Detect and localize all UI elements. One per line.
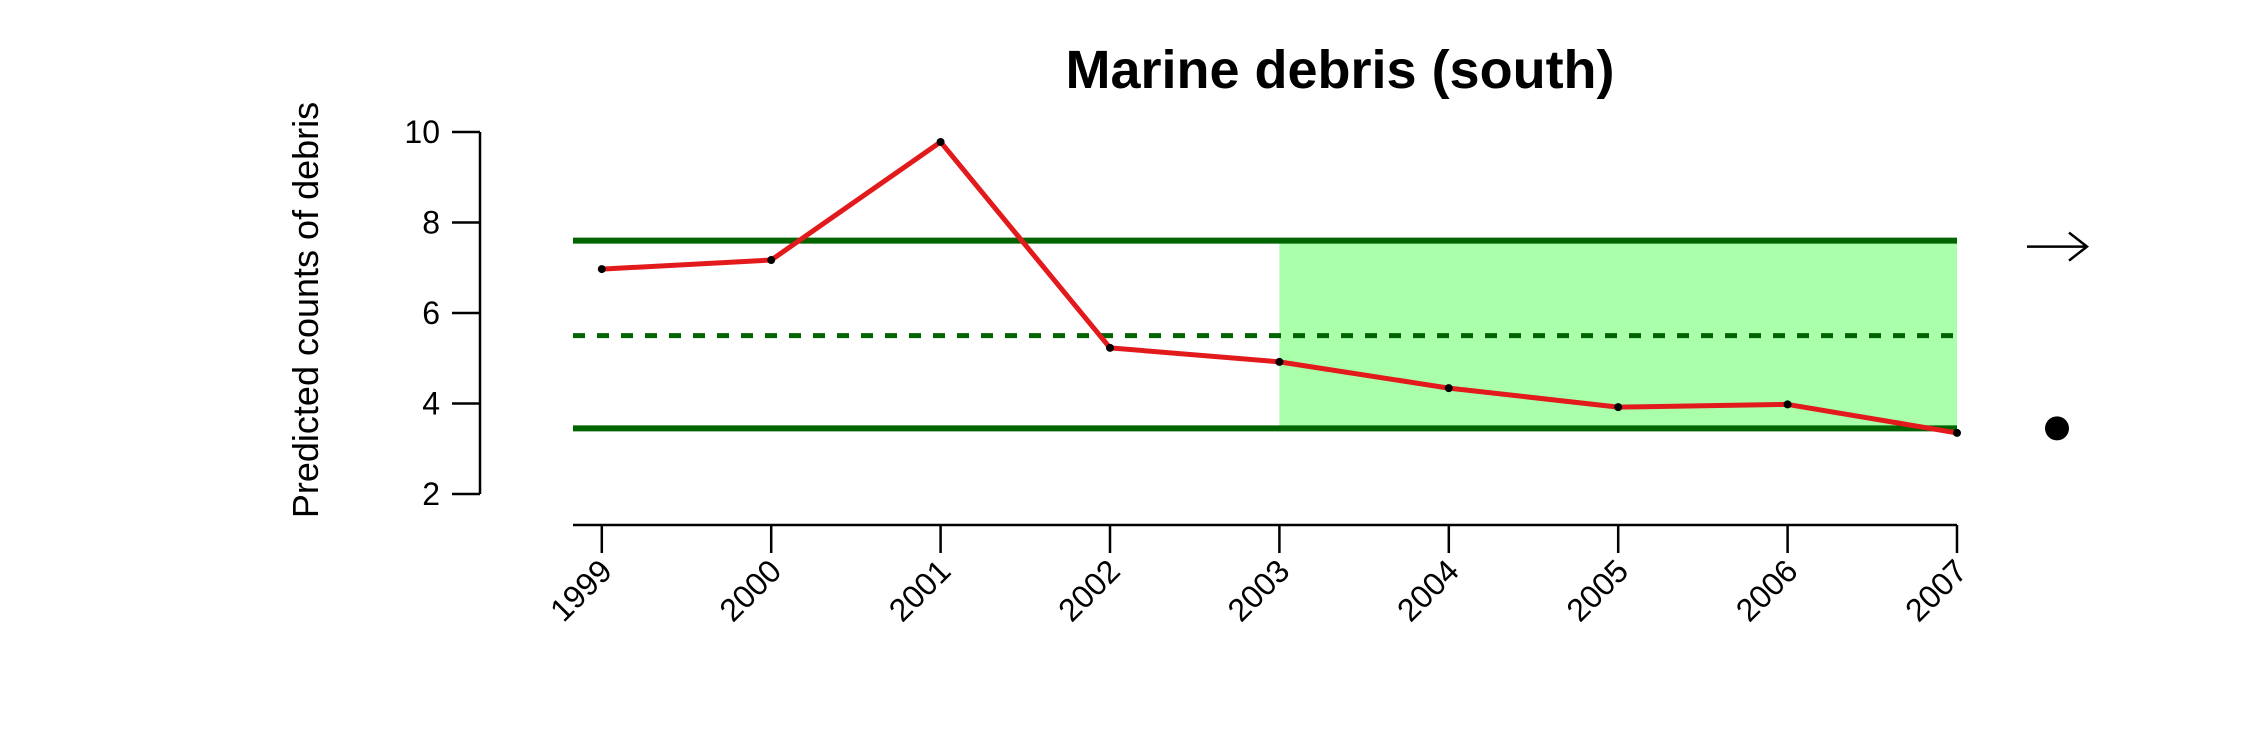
data-point: [1275, 357, 1284, 366]
x-tick-label: 2006: [1729, 552, 1805, 628]
x-tick-label: 2005: [1559, 552, 1635, 628]
y-axis-label: Predicted counts of debris: [285, 102, 326, 518]
data-point: [1614, 403, 1623, 412]
data-point: [767, 256, 776, 265]
data-point: [1444, 384, 1453, 393]
x-tick-label: 2001: [882, 552, 958, 628]
x-tick-label: 2007: [1898, 552, 1974, 628]
y-tick-label: 4: [422, 386, 440, 422]
data-point: [1105, 343, 1114, 352]
x-tick-label: 2002: [1051, 552, 1127, 628]
chart-title: Marine debris (south): [1065, 40, 1614, 100]
y-tick-label: 8: [422, 205, 440, 241]
x-tick-label: 2003: [1221, 552, 1297, 628]
filled-circle-icon: [2045, 416, 2069, 441]
y-tick-label: 2: [422, 476, 440, 512]
arrow-head: [2068, 231, 2090, 262]
right-arrow-icon: [2027, 231, 2090, 262]
data-point: [597, 265, 606, 274]
data-point: [936, 137, 945, 146]
y-tick-label: 10: [404, 114, 440, 150]
plot-layer: [573, 137, 1961, 437]
data-point: [1953, 428, 1961, 437]
x-tick-label: 1999: [543, 552, 619, 628]
y-tick-label: 6: [422, 295, 440, 331]
data-point: [1783, 400, 1792, 409]
x-tick-label: 2004: [1390, 552, 1466, 628]
x-tick-label: 2000: [712, 552, 788, 628]
